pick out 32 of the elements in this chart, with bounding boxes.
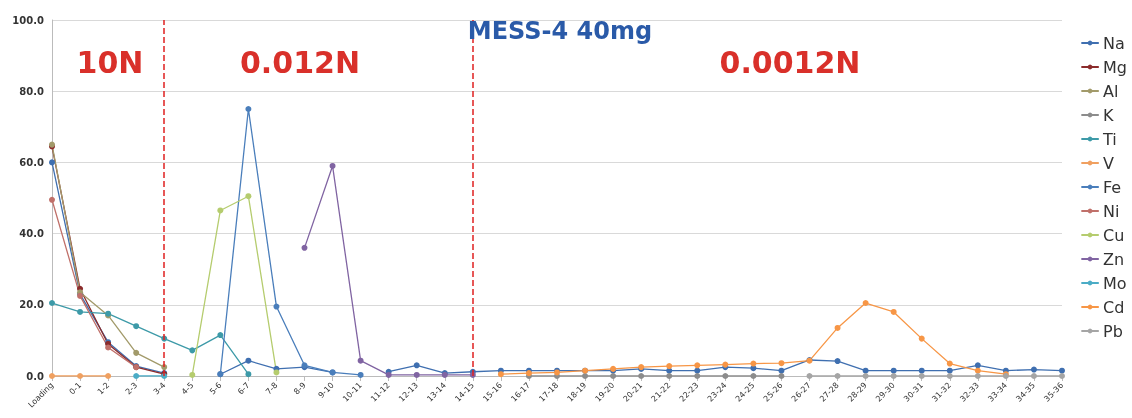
y-tick-label: 40.0 xyxy=(19,228,45,240)
x-tick-label: 3-4 xyxy=(151,380,168,397)
y-tick-label: 20.0 xyxy=(19,299,45,311)
x-tick-label: 5-6 xyxy=(207,380,224,397)
annotation: 0.0012N xyxy=(719,44,861,80)
chart-title: MESS-4 40mg xyxy=(467,17,653,45)
y-tick-label: 100.0 xyxy=(12,14,45,26)
legend-label: Mg xyxy=(1103,57,1128,77)
legend-label: Zn xyxy=(1103,249,1125,269)
legend-label: V xyxy=(1103,153,1115,173)
x-tick-label: 8-9 xyxy=(292,380,308,397)
legend-label: Cd xyxy=(1103,297,1125,317)
legend-label: Na xyxy=(1103,33,1125,53)
y-tick-label: 0.0 xyxy=(26,370,45,382)
y-tick-label: 60.0 xyxy=(19,156,45,168)
x-tick-label: 4-5 xyxy=(179,380,196,397)
legend-label: Al xyxy=(1103,81,1119,101)
x-tick-label: 1-2 xyxy=(95,380,112,397)
legend-label: Ti xyxy=(1102,129,1117,149)
annotation: 0.012N xyxy=(240,44,360,80)
x-tick-label: 6-7 xyxy=(235,380,252,397)
legend-label: Ni xyxy=(1103,201,1120,221)
x-tick-label: 2-3 xyxy=(123,380,140,397)
x-tick-label: 7-8 xyxy=(264,380,280,397)
legend-label: Pb xyxy=(1103,321,1123,341)
annotation: 10N xyxy=(76,44,144,80)
y-tick-label: 80.0 xyxy=(19,85,45,97)
legend-label: Mo xyxy=(1103,273,1127,293)
legend-label: Cu xyxy=(1103,225,1125,245)
x-tick-label: 0-1 xyxy=(67,380,84,397)
legend-label: Fe xyxy=(1103,177,1122,197)
legend-label: K xyxy=(1103,105,1115,125)
